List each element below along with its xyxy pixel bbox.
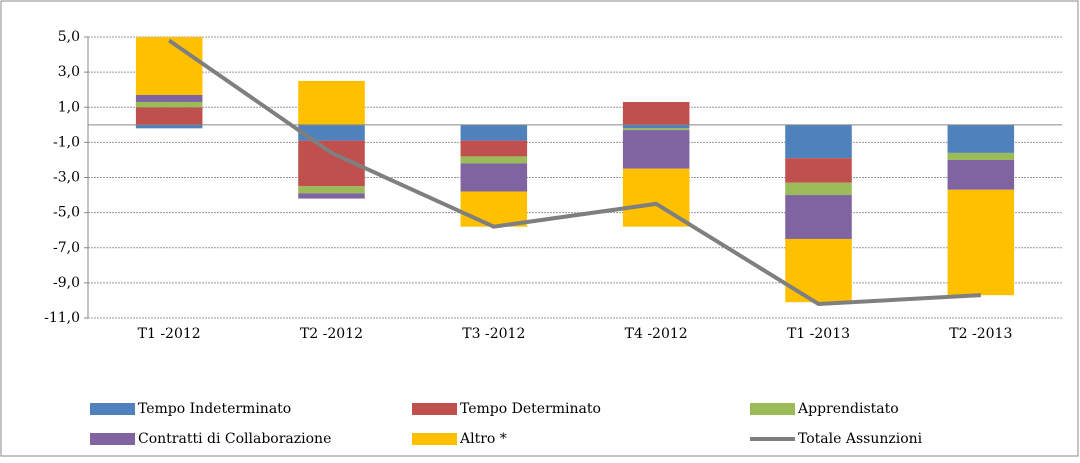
bar-segment <box>785 195 852 239</box>
bar-segment <box>135 101 203 108</box>
bar-segment <box>298 124 365 141</box>
bar-segment <box>298 193 365 199</box>
y-tick-label: -5,0 <box>53 205 80 221</box>
bar-segment <box>135 37 203 95</box>
legend-swatch <box>90 433 135 445</box>
bar-segment <box>135 124 203 129</box>
bar-segment <box>785 238 852 303</box>
bar-segment <box>460 124 528 141</box>
legend-label: Tempo Determinato <box>460 401 601 417</box>
x-tick-label: T1 -2012 <box>138 326 201 342</box>
bar-segment <box>622 124 690 129</box>
bar-segment <box>947 159 1015 190</box>
bar-segment <box>947 189 1015 296</box>
bar-segment <box>135 107 203 125</box>
legend-swatch <box>412 433 457 445</box>
bar-segment <box>460 163 528 192</box>
y-tick-label: -11,0 <box>44 310 80 326</box>
y-tick-label: -7,0 <box>53 240 80 256</box>
bar-segment <box>622 128 690 131</box>
bar-segment <box>298 80 365 125</box>
bar-segment <box>947 124 1015 153</box>
legend-label: Contratti di Collaborazione <box>138 431 331 447</box>
total-line <box>168 38 981 306</box>
x-tick-label: T2 -2012 <box>300 326 363 342</box>
legend-label: Totale Assunzioni <box>798 431 923 447</box>
x-tick-label: T1 -2013 <box>787 326 850 342</box>
bar-segment <box>622 130 690 169</box>
bar-segment <box>460 191 528 227</box>
bar-segment <box>298 186 365 194</box>
legend-swatch <box>412 403 457 415</box>
y-tick-label: -9,0 <box>53 275 80 291</box>
bar-segment <box>135 94 203 102</box>
legend-label: Tempo Indeterminato <box>138 401 291 417</box>
x-tick-label: T2 -2013 <box>949 326 1012 342</box>
y-tick-label: -1,0 <box>53 134 80 150</box>
bar-segment <box>785 158 852 183</box>
bar-segment <box>785 124 852 159</box>
bar-segment <box>785 182 852 196</box>
legend-label: Apprendistato <box>797 401 899 417</box>
y-tick-label: 5,0 <box>58 29 80 45</box>
legend-swatch <box>750 403 795 415</box>
x-tick-label: T4 -2012 <box>625 326 688 342</box>
bar-segment <box>460 156 528 164</box>
bar-segment <box>947 152 1015 160</box>
x-tick-label: T3 -2012 <box>462 326 525 342</box>
legend-label: Altro * <box>459 431 507 447</box>
y-tick-label: 1,0 <box>58 99 80 115</box>
bar-segment <box>460 140 528 157</box>
legend-swatch <box>90 403 135 415</box>
bar-segment <box>622 101 690 125</box>
y-tick-label: -3,0 <box>53 170 80 186</box>
y-tick-label: 3,0 <box>58 64 80 80</box>
